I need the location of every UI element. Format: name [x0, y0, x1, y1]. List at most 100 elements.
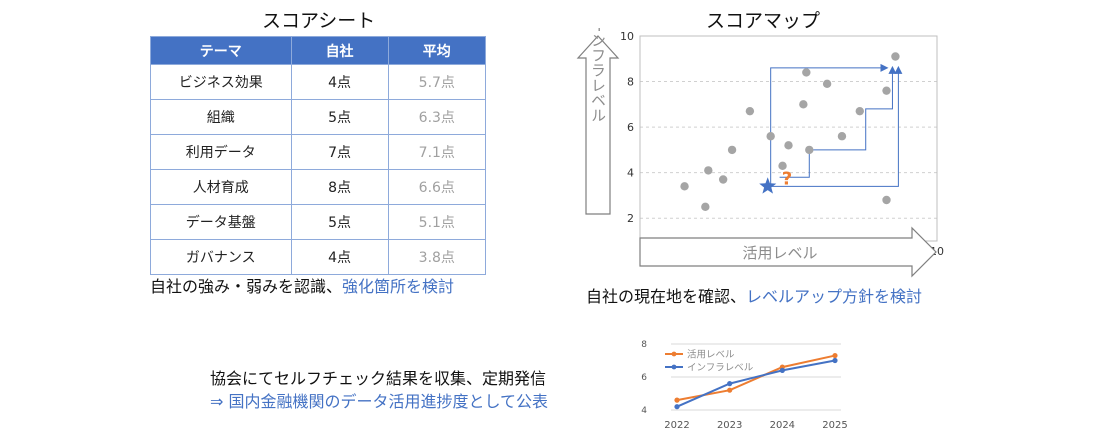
- trend-series: [674, 352, 838, 410]
- data-point: [802, 68, 811, 77]
- cell-own: 5点: [290, 99, 389, 135]
- data-point: [701, 202, 710, 212]
- cell-average: 7.1点: [387, 134, 487, 170]
- table-row: ビジネス効果 4点 5.7点: [150, 64, 487, 100]
- map-plot-frame: [639, 35, 938, 242]
- data-point: [727, 145, 737, 155]
- data-point: [891, 52, 900, 61]
- cell-own: 5点: [290, 204, 389, 240]
- table-row: データ基盤 5点 5.1点: [150, 204, 487, 240]
- trend-point: [832, 357, 838, 364]
- legend-label: インフラレベル: [687, 363, 754, 374]
- cell-own: 4点: [290, 64, 389, 100]
- cell-theme: 利用データ: [150, 134, 292, 170]
- trend-tick-labels: 4 6 8 2022 2023 2024 2025: [641, 340, 847, 431]
- trend-point: [674, 404, 680, 410]
- trend-x-tick: 2024: [770, 420, 795, 431]
- improvement-path: [779, 65, 897, 178]
- data-point: [784, 141, 793, 150]
- legend-marker: [671, 364, 677, 370]
- score-map-chart: 246810246810 ? インフラレベル 活用レベル: [576, 28, 944, 278]
- cell-theme: ビジネス効果: [150, 64, 292, 100]
- trend-point: [674, 397, 680, 403]
- legend-label: 活用レベル: [687, 349, 735, 361]
- map-caption-plain: 自社の現在地を確認、: [586, 287, 747, 306]
- star-icon: [759, 177, 777, 194]
- data-point: [778, 161, 787, 171]
- header-own: 自社: [290, 36, 389, 65]
- trend-y-tick: 8: [641, 340, 647, 350]
- cell-own: 7点: [290, 134, 389, 170]
- cell-own: 4点: [290, 239, 389, 275]
- data-point: [745, 106, 755, 116]
- improvement-paths: [767, 63, 903, 187]
- data-point: [822, 79, 832, 89]
- y-axis-arrow-icon: [576, 35, 620, 215]
- trend-point: [727, 381, 733, 387]
- legend-marker: [671, 351, 677, 357]
- improvement-path: [767, 65, 903, 187]
- data-point: [882, 86, 891, 95]
- cell-theme: データ基盤: [150, 204, 292, 240]
- data-point: [704, 166, 713, 175]
- table-row: 人材育成 8点 6.6点: [150, 169, 487, 205]
- trend-x-tick: 2025: [822, 420, 847, 431]
- trend-point: [779, 367, 785, 373]
- data-point: [766, 132, 775, 141]
- score-map-title: スコアマップ: [706, 10, 821, 32]
- trend-x-tick: 2022: [664, 420, 689, 431]
- y-tick-label: 8: [627, 76, 634, 89]
- map-grid: [640, 35, 937, 219]
- caption-highlight: 強化箇所を検討: [342, 277, 455, 296]
- cell-theme: 組織: [150, 99, 292, 135]
- trend-point: [727, 387, 733, 393]
- data-point: [718, 175, 728, 184]
- table-row: 組織 5点 6.3点: [150, 99, 487, 135]
- map-points: [680, 52, 900, 212]
- question-mark: ?: [782, 168, 792, 189]
- cell-average: 5.7点: [387, 64, 487, 100]
- improvement-path: [770, 63, 889, 187]
- score-sheet-title: スコアシート: [262, 10, 376, 32]
- y-tick-label: 6: [627, 121, 634, 134]
- data-point: [882, 195, 891, 205]
- trend-series-line: [676, 359, 836, 408]
- header-theme: テーマ: [150, 36, 292, 65]
- data-point: [837, 132, 847, 141]
- publication-note: 協会にてセルフチェック結果を収集、定期発信: [210, 369, 547, 388]
- data-point: [799, 100, 808, 109]
- cell-average: 5.1点: [387, 204, 487, 240]
- cell-average: 3.8点: [387, 239, 487, 275]
- x-axis-arrow-icon: [639, 226, 937, 278]
- cell-average: 6.3点: [387, 99, 487, 135]
- score-sheet-caption: 自社の強み・弱みを認識、強化箇所を検討: [150, 273, 454, 297]
- cell-own: 8点: [290, 169, 389, 205]
- score-table-header: テーマ 自社 平均: [150, 36, 487, 65]
- cell-theme: ガバナンス: [150, 239, 292, 275]
- score-table: テーマ 自社 平均 ビジネス効果 4点 5.7点 組織 5点 6.3点 利用データ 7点 7.1…: [150, 36, 487, 275]
- y-tick-label: 4: [627, 167, 634, 180]
- map-caption-highlight: レベルアップ方針を検討: [746, 287, 923, 306]
- trend-x-tick: 2023: [717, 420, 742, 431]
- table-row: 利用データ 7点 7.1点: [150, 134, 487, 170]
- caption-plain: 自社の強み・弱みを認識、: [150, 277, 343, 296]
- y-tick-label: 10: [620, 30, 634, 43]
- header-average: 平均: [387, 36, 487, 65]
- map-tick-labels: 246810246810: [620, 30, 944, 258]
- trend-y-tick: 6: [641, 373, 647, 383]
- trend-point: [832, 352, 838, 359]
- data-point: [805, 145, 814, 155]
- publication-note-result: ⇒ 国内金融機関のデータ活用進捗度として公表: [210, 392, 549, 411]
- x-axis-label: 活用レベル: [742, 244, 817, 262]
- own-position-star: [759, 177, 777, 194]
- data-point: [680, 182, 689, 191]
- trend-y-tick: 4: [641, 406, 647, 416]
- cell-average: 6.6点: [387, 169, 487, 205]
- table-row: ガバナンス 4点 3.8点: [150, 239, 487, 275]
- cell-theme: 人材育成: [150, 169, 292, 205]
- y-tick-label: 2: [627, 212, 634, 225]
- score-map-caption: 自社の現在地を確認、レベルアップ方針を検討: [586, 283, 922, 307]
- data-point: [855, 106, 864, 116]
